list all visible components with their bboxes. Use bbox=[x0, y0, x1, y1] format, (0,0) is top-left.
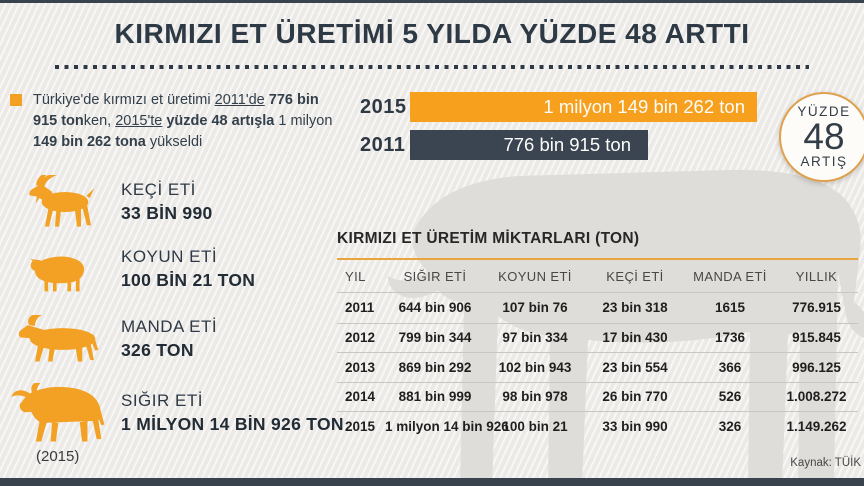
animal-value: 326 TON bbox=[121, 340, 194, 360]
table-cell: 869 bin 292 bbox=[398, 359, 472, 375]
table-cell: 98 bin 978 bbox=[502, 389, 568, 405]
bar-2015: 1 milyon 149 bin 262 ton bbox=[410, 92, 757, 122]
column-header: KEÇİ ETİ bbox=[606, 268, 664, 284]
animal-value: 100 BİN 21 TON bbox=[121, 270, 256, 290]
percent-increase-badge: YÜZDE 48 ARTIŞ bbox=[779, 92, 864, 182]
bar-value-label: 1 milyon 149 bin 262 ton bbox=[543, 96, 745, 117]
table-cell: 1.008.272 bbox=[786, 389, 847, 405]
table-cell: 100 bin 21 bbox=[502, 418, 568, 434]
table-cell: 1.149.262 bbox=[786, 418, 847, 434]
animal-text-cattle: SIĞIR ETİ 1 MİLYON 14 BİN 926 TON bbox=[121, 391, 344, 435]
list-item-cattle: SIĞIR ETİ 1 MİLYON 14 BİN 926 TON bbox=[6, 375, 344, 451]
column-header: SIĞIR ETİ bbox=[403, 268, 467, 284]
list-item-buffalo: MANDA ETİ 326 TON bbox=[6, 303, 344, 375]
table-cell: 2012 bbox=[345, 330, 376, 346]
table-cell: 1736 bbox=[714, 330, 746, 346]
year-note: (2015) bbox=[36, 448, 80, 465]
table-cell: 107 bin 76 bbox=[502, 300, 568, 316]
page-title: KIRMIZI ET ÜRETİMİ 5 YILDA YÜZDE 48 ARTT… bbox=[114, 18, 750, 49]
table-cell: 17 bin 430 bbox=[602, 330, 668, 346]
intro-seg: Türkiye'de kırmızı et üretimi bbox=[33, 92, 215, 108]
intro-seg: 149 bin 262 tona bbox=[33, 134, 146, 150]
dotted-divider bbox=[55, 65, 809, 69]
table-row: 2015 1 milyon 14 bin 926 100 bin 21 33 b… bbox=[337, 411, 858, 441]
table-cell: 644 bin 906 bbox=[398, 300, 472, 316]
sheep-icon bbox=[6, 246, 112, 292]
bar-2011: 776 bin 915 ton bbox=[410, 130, 648, 160]
badge-word-bottom: ARTIŞ bbox=[800, 154, 848, 169]
animal-value: 1 MİLYON 14 BİN 926 TON bbox=[121, 414, 344, 434]
table-cell: 23 bin 554 bbox=[602, 359, 668, 375]
intro-seg: ken, bbox=[83, 113, 116, 129]
intro-seg: 776 bin 915 ton bbox=[33, 92, 319, 129]
table-cell: 776.915 bbox=[792, 300, 841, 316]
bar-row-2015: 2015 1 milyon 149 bin 262 ton bbox=[360, 92, 757, 122]
animal-value: 33 BİN 990 bbox=[121, 203, 213, 223]
animal-text-buffalo: MANDA ETİ 326 TON bbox=[121, 317, 217, 361]
animal-text-sheep: KOYUN ETİ 100 BİN 21 TON bbox=[121, 247, 255, 291]
intro-seg: 1 milyon bbox=[274, 113, 333, 129]
column-header: KOYUN ETİ bbox=[498, 268, 572, 284]
table-cell: 33 bin 990 bbox=[602, 418, 668, 434]
production-table: KIRMIZI ET ÜRETİM MİKTARLARI (TON) YIL S… bbox=[337, 230, 858, 441]
table-cell: 23 bin 318 bbox=[602, 300, 668, 316]
table-cell: 2013 bbox=[345, 359, 376, 375]
table-cell: 366 bbox=[718, 359, 742, 375]
animal-name: SIĞIR ETİ bbox=[121, 391, 203, 410]
table-row: 2012 799 bin 344 97 bin 334 17 bin 430 1… bbox=[337, 322, 858, 353]
table-cell: 2011 bbox=[345, 300, 375, 316]
table-cell: 915.845 bbox=[792, 330, 841, 346]
table-row: 2013 869 bin 292 102 bin 943 23 bin 554 … bbox=[337, 352, 858, 382]
list-item-sheep: KOYUN ETİ 100 BİN 21 TON bbox=[6, 235, 344, 303]
table-cell: 526 bbox=[718, 389, 742, 405]
intro-seg: 2011'de bbox=[214, 92, 265, 108]
bar-row-2011: 2011 776 bin 915 ton bbox=[360, 130, 757, 160]
bar-value-label: 776 bin 915 ton bbox=[503, 134, 631, 155]
table-cell: 26 bin 770 bbox=[602, 389, 668, 405]
goat-icon bbox=[6, 175, 112, 229]
animal-name: KEÇİ ETİ bbox=[121, 180, 196, 199]
table-title: KIRMIZI ET ÜRETİM MİKTARLARI (TON) bbox=[337, 230, 640, 247]
column-header: MANDA ETİ bbox=[693, 268, 767, 284]
top-accent-strip bbox=[0, 0, 864, 3]
table-row: 2011 644 bin 906 107 bin 76 23 bin 318 1… bbox=[337, 293, 858, 323]
animal-breakdown-list: KEÇİ ETİ 33 BİN 990 bbox=[6, 171, 344, 451]
column-header: YIL bbox=[345, 268, 366, 284]
badge-percent-value: 48 bbox=[803, 116, 845, 157]
cow-watermark bbox=[388, 169, 864, 486]
table-cell: 799 bin 344 bbox=[398, 330, 472, 346]
table-cell: 2015 bbox=[345, 418, 376, 434]
table-header-row: YIL SIĞIR ETİ KOYUN ETİ KEÇİ ETİ MANDA E… bbox=[337, 260, 858, 293]
animal-text-goat: KEÇİ ETİ 33 BİN 990 bbox=[121, 180, 213, 224]
table-cell: 996.125 bbox=[792, 359, 841, 375]
bullet-square-icon bbox=[10, 94, 22, 106]
table-cell: 1615 bbox=[714, 300, 746, 316]
table-cell: 326 bbox=[718, 418, 742, 434]
comparison-bar-chart: 2015 1 milyon 149 bin 262 ton 2011 776 b… bbox=[360, 92, 757, 160]
bar-year-label: 2011 bbox=[360, 133, 406, 156]
bar-year-label: 2015 bbox=[360, 95, 407, 118]
badge-word-top: YÜZDE bbox=[797, 104, 851, 119]
bottom-accent-strip bbox=[0, 478, 864, 486]
column-header: YILLIK bbox=[795, 268, 838, 284]
intro-seg: yüzde 48 artışla bbox=[166, 113, 275, 129]
list-item-goat: KEÇİ ETİ 33 BİN 990 bbox=[6, 171, 344, 233]
table-cell: 1 milyon 14 bin 926 bbox=[385, 418, 509, 434]
table-row: 2014 881 bin 999 98 bin 978 26 bin 770 5… bbox=[337, 381, 858, 412]
intro-seg: yükseldi bbox=[145, 134, 203, 150]
table-cell: 102 bin 943 bbox=[498, 359, 572, 375]
table-cell: 881 bin 999 bbox=[398, 389, 472, 405]
bull-icon bbox=[6, 383, 112, 443]
source-credit: Kaynak: TÜİK bbox=[790, 457, 861, 469]
buffalo-icon bbox=[6, 315, 112, 363]
intro-paragraph: Türkiye'de kırmızı et üretimi 2011'de 77… bbox=[10, 90, 340, 153]
table-cell: 97 bin 334 bbox=[502, 330, 568, 346]
animal-name: KOYUN ETİ bbox=[121, 247, 218, 266]
animal-name: MANDA ETİ bbox=[121, 317, 218, 336]
intro-text: Türkiye'de kırmızı et üretimi 2011'de 77… bbox=[10, 90, 340, 153]
intro-seg: 2015'te bbox=[115, 113, 163, 129]
table-title-rule bbox=[337, 258, 858, 260]
table-cell: 2014 bbox=[345, 389, 376, 405]
